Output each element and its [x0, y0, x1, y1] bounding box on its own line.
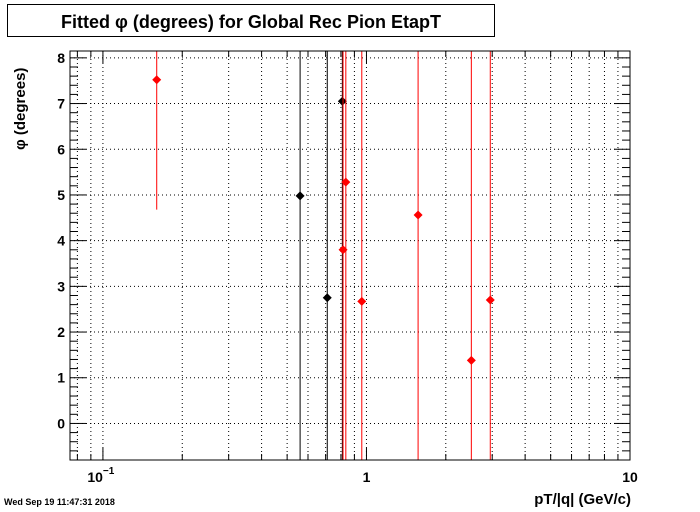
x-tick-label: 10: [87, 469, 103, 485]
y-axis-label: φ (degrees): [12, 67, 29, 150]
data-point: [322, 293, 332, 303]
title-box: Fitted φ (degrees) for Global Rec Pion E…: [7, 4, 495, 37]
y-tick-label: 2: [57, 324, 65, 340]
data-point: [337, 96, 347, 106]
chart-title: Fitted φ (degrees) for Global Rec Pion E…: [61, 12, 441, 32]
data-point: [295, 191, 305, 201]
data-point: [152, 75, 162, 85]
x-tick-label: 10: [622, 469, 638, 485]
timestamp: Wed Sep 19 11:47:31 2018: [4, 497, 115, 507]
data-point: [357, 296, 367, 306]
y-tick-label: 5: [57, 187, 65, 203]
data-point: [466, 355, 476, 365]
plot-frame: [69, 50, 631, 461]
data-point: [341, 177, 351, 187]
y-tick-label: 7: [57, 96, 65, 112]
grid-layer: [70, 51, 631, 460]
y-tick-label: 1: [57, 370, 65, 386]
y-tick-label: 3: [57, 278, 65, 294]
data-point: [485, 295, 495, 305]
y-tick-label: 6: [57, 141, 65, 157]
x-tick-label-exponent: −1: [103, 466, 115, 477]
x-axis-label: pT/|q| (GeV/c): [534, 491, 631, 508]
x-tick-label: 1: [363, 469, 371, 485]
y-tick-label: 8: [57, 50, 65, 66]
data-point: [413, 210, 423, 220]
y-tick-label: 4: [57, 233, 65, 249]
y-tick-label: 0: [57, 415, 65, 431]
data-layer: [152, 51, 495, 460]
data-point: [338, 245, 348, 255]
